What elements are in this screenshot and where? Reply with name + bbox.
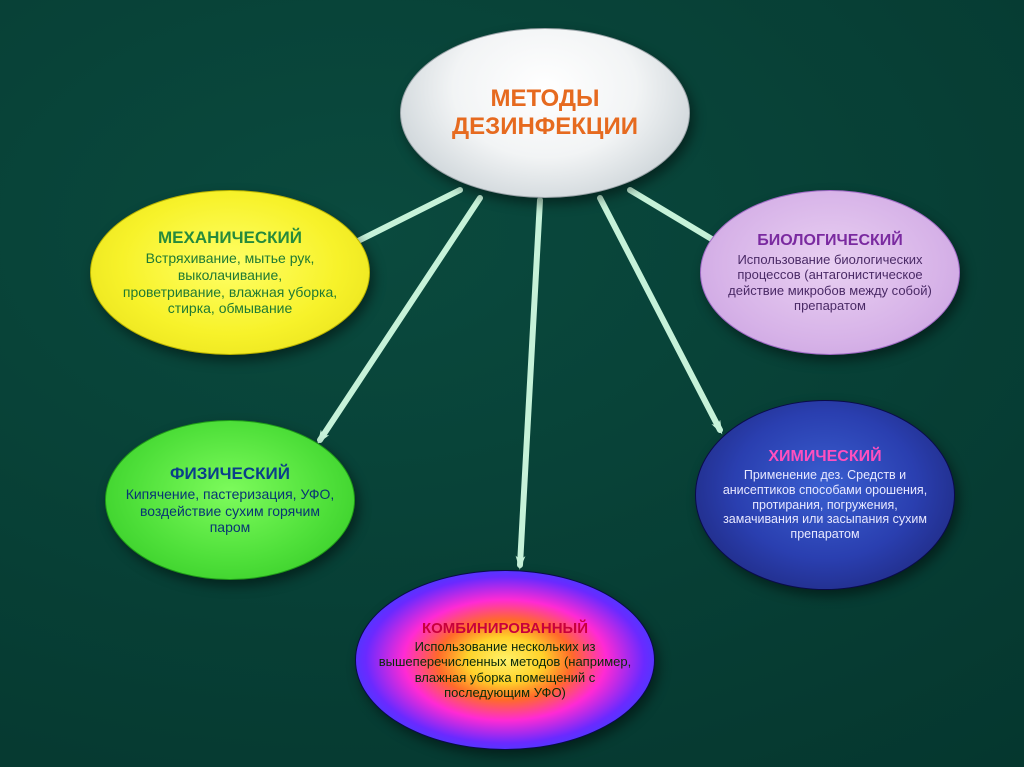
node-phys-body: Кипячение, пастеризация, УФО, воздействи… [124, 486, 336, 536]
node-chem-body: Применение дез. Средств и анисептиков сп… [714, 468, 936, 542]
node-comb: КОМБИНИРОВАННЫЙ Использование нескольких … [355, 570, 655, 750]
node-comb-body: Использование нескольких из вышеперечисл… [374, 639, 636, 700]
node-mech: МЕХАНИЧЕСКИЙВстряхивание, мытье рук, вык… [90, 190, 370, 355]
node-bio-body: Использование биологических процессов (а… [719, 252, 941, 313]
node-phys: ФИЗИЧЕСКИЙКипячение, пастеризация, УФО, … [105, 420, 355, 580]
diagram-stage: МЕТОДЫ ДЕЗИНФЕКЦИИ МЕХАНИЧЕСКИЙВстряхива… [0, 0, 1024, 767]
node-mech-body: Встряхивание, мытье рук, выколачивание, … [109, 250, 351, 316]
node-mech-title: МЕХАНИЧЕСКИЙ [158, 228, 302, 248]
node-comb-title: КОМБИНИРОВАННЫЙ [422, 620, 588, 637]
node-phys-title: ФИЗИЧЕСКИЙ [170, 464, 290, 484]
arrow [520, 200, 540, 565]
center-node: МЕТОДЫ ДЕЗИНФЕКЦИИ [400, 28, 690, 198]
arrow [600, 198, 720, 430]
center-title-line1: МЕТОДЫ [490, 85, 599, 113]
node-chem-title: ХИМИЧЕСКИЙ [768, 448, 881, 466]
center-title-line2: ДЕЗИНФЕКЦИИ [452, 113, 638, 141]
node-chem: ХИМИЧЕСКИЙ Применение дез. Средств и анис… [695, 400, 955, 590]
node-bio-title: БИОЛОГИЧЕСКИЙ [757, 232, 903, 250]
node-bio: БИОЛОГИЧЕСКИЙ Использование биологических… [700, 190, 960, 355]
